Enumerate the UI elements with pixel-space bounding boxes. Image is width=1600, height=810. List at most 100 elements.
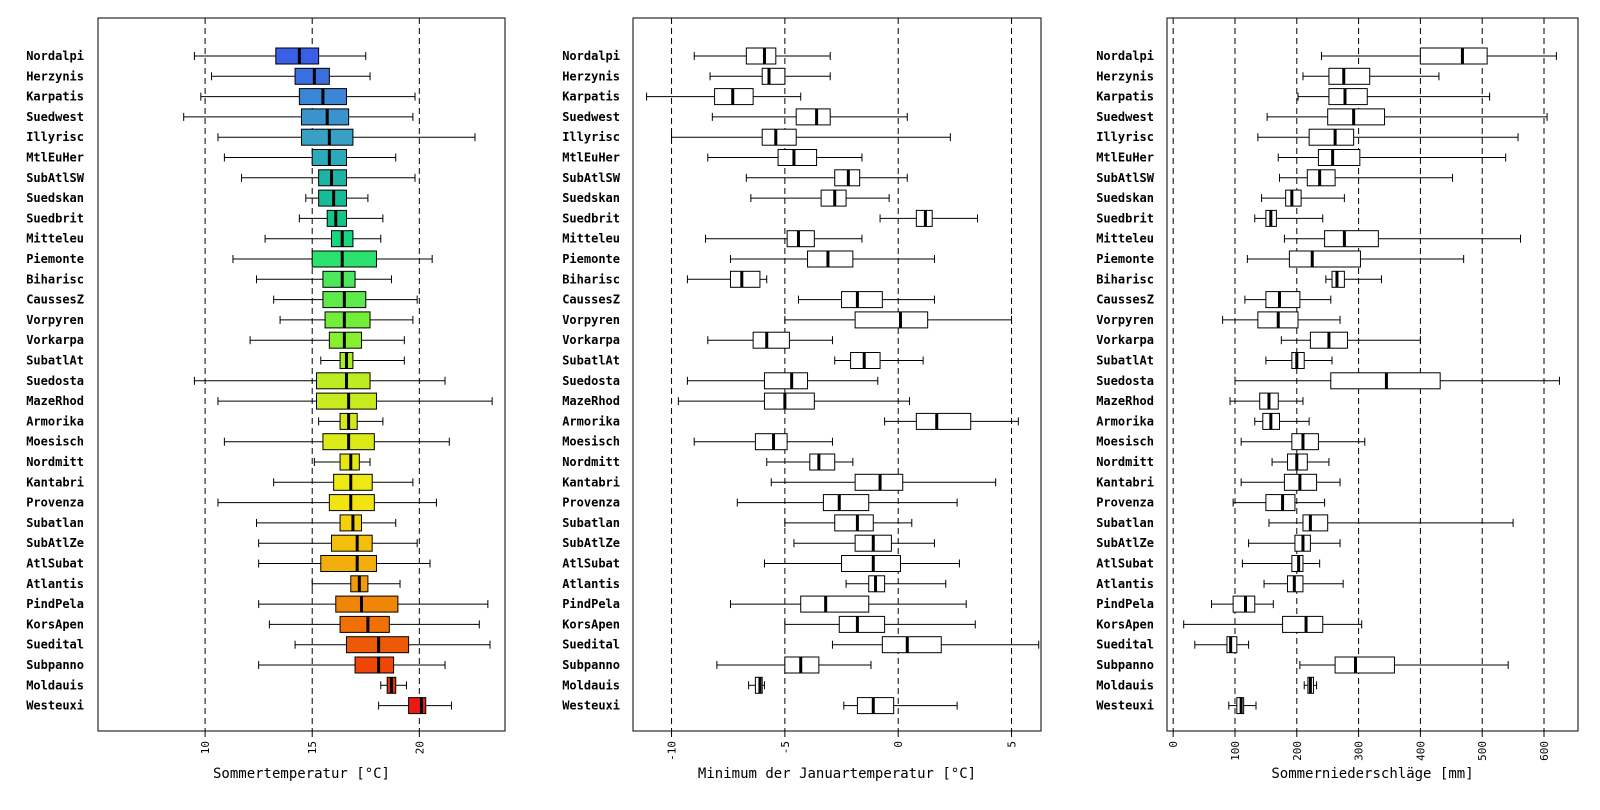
x-tick-label: -10	[666, 741, 679, 761]
box-nordmitt	[809, 453, 836, 471]
category-label-vorpyren: Vorpyren	[562, 313, 620, 327]
category-label-herzynis: Herzynis	[1096, 69, 1154, 83]
box-mitteleu	[1324, 230, 1379, 248]
category-label-mtleuher: MtlEuHer	[562, 151, 620, 165]
category-label-karpatis: Karpatis	[26, 90, 84, 104]
category-label-mitteleu: Mitteleu	[26, 232, 84, 246]
plot-frame	[632, 17, 1042, 732]
x-tick-label: 0	[1167, 741, 1180, 748]
category-label-illyrisc: Illyrisc	[26, 130, 84, 144]
category-label-piemonte: Piemonte	[1096, 252, 1154, 266]
box-mazerhod	[315, 392, 377, 410]
box-nordalpi	[275, 47, 320, 65]
category-label-caussesz: CaussesZ	[1096, 293, 1154, 307]
category-label-mitteleu: Mitteleu	[562, 232, 620, 246]
category-label-suedbrit: Suedbrit	[1096, 211, 1154, 225]
category-label-suedbrit: Suedbrit	[562, 211, 620, 225]
category-label-pindpela: PindPela	[26, 597, 84, 611]
category-label-nordmitt: Nordmitt	[26, 455, 84, 469]
box-moesisch	[1291, 433, 1319, 451]
box-moesisch	[754, 433, 788, 451]
box-caussesz	[841, 291, 883, 309]
category-label-korsapen: KorsApen	[562, 617, 620, 631]
plot-frame	[1166, 17, 1579, 732]
box-atlsubat	[320, 555, 377, 572]
category-label-suedwest: Suedwest	[26, 110, 84, 124]
category-label-subpanno: Subpanno	[26, 658, 84, 672]
category-label-suedbrit: Suedbrit	[26, 211, 84, 225]
x-tick-label: -5	[779, 741, 792, 754]
panel-januartemperatur: Nordalpi Herzynis Karpatis Suedwest Illyrisc…	[562, 17, 1042, 782]
box-herzynis	[1328, 67, 1371, 85]
category-label-atlsubat: AtlSubat	[562, 557, 620, 571]
category-label-suedskan: Suedskan	[26, 191, 84, 205]
x-tick-label: 20	[413, 741, 426, 754]
category-label-moldauis: Moldauis	[1096, 678, 1154, 692]
category-label-suedwest: Suedwest	[1096, 110, 1154, 124]
category-label-korsapen: KorsApen	[1096, 617, 1154, 631]
box-subpanno	[354, 656, 395, 674]
category-label-suedosta: Suedosta	[26, 374, 84, 388]
category-label-vorpyren: Vorpyren	[26, 313, 84, 327]
category-label-moldauis: Moldauis	[26, 678, 84, 692]
category-label-caussesz: CaussesZ	[26, 293, 84, 307]
category-label-mtleuher: MtlEuHer	[1096, 151, 1154, 165]
box-piemonte	[807, 250, 854, 268]
category-label-kantabri: Kantabri	[26, 475, 84, 489]
category-label-mazerhod: MazeRhod	[1096, 394, 1154, 408]
box-kantabri	[333, 473, 373, 491]
category-label-suedwest: Suedwest	[562, 110, 620, 124]
category-label-subatlat: SubatlAt	[562, 354, 620, 368]
box-biharisc	[729, 270, 761, 288]
category-label-atlsubat: AtlSubat	[26, 557, 84, 571]
category-label-moesisch: Moesisch	[1096, 435, 1154, 449]
category-label-moesisch: Moesisch	[26, 435, 84, 449]
category-label-westeuxi: Westeuxi	[562, 699, 620, 713]
category-label-subpanno: Subpanno	[562, 658, 620, 672]
box-illyrisc	[1308, 128, 1355, 146]
box-suedskan	[1285, 189, 1302, 207]
category-label-subpanno: Subpanno	[1096, 658, 1154, 672]
category-label-subatlan: Subatlan	[562, 516, 620, 530]
category-label-provenza: Provenza	[26, 496, 84, 510]
box-armorika	[915, 412, 972, 430]
x-tick-label: 400	[1414, 741, 1427, 761]
box-mitteleu	[786, 230, 815, 248]
category-label-biharisc: Biharisc	[26, 272, 84, 286]
category-label-herzynis: Herzynis	[562, 69, 620, 83]
category-label-nordmitt: Nordmitt	[562, 455, 620, 469]
category-label-biharisc: Biharisc	[562, 272, 620, 286]
box-piemonte	[311, 250, 377, 268]
box-korsapen	[1282, 615, 1324, 633]
box-nordalpi	[1419, 47, 1488, 65]
category-label-subatlsw: SubAtlSW	[26, 171, 85, 185]
box-subatlan	[834, 514, 874, 532]
box-korsapen	[838, 615, 886, 633]
box-atlsubat	[841, 555, 901, 572]
category-label-subatlsw: SubAtlSW	[1096, 171, 1155, 185]
category-label-vorpyren: Vorpyren	[1096, 313, 1154, 327]
category-label-mazerhod: MazeRhod	[562, 394, 620, 408]
category-label-mtleuher: MtlEuHer	[26, 151, 84, 165]
category-label-korsapen: KorsApen	[26, 617, 84, 631]
x-tick-label: 600	[1538, 741, 1551, 761]
category-label-subatlsw: SubAtlSW	[562, 171, 621, 185]
x-tick-label: 10	[199, 741, 212, 754]
category-label-karpatis: Karpatis	[1096, 90, 1154, 104]
category-label-westeuxi: Westeuxi	[26, 699, 84, 713]
x-tick-label: 0	[892, 741, 905, 748]
x-tick-label: 300	[1353, 741, 1366, 761]
category-label-subatlze: SubAtlZe	[26, 536, 84, 550]
box-pindpela	[1232, 595, 1256, 613]
category-label-subatlan: Subatlan	[26, 516, 84, 530]
category-label-armorika: Armorika	[1096, 414, 1154, 428]
box-illyrisc	[761, 128, 797, 146]
box-suedwest	[795, 108, 831, 126]
category-label-herzynis: Herzynis	[26, 69, 84, 83]
x-axis-title: Minimum der Januartemperatur [°C]	[698, 766, 976, 782]
box-subatlan	[1302, 514, 1329, 532]
box-herzynis	[294, 67, 330, 85]
box-mtleuher	[1317, 149, 1361, 166]
category-label-westeuxi: Westeuxi	[1096, 699, 1154, 713]
